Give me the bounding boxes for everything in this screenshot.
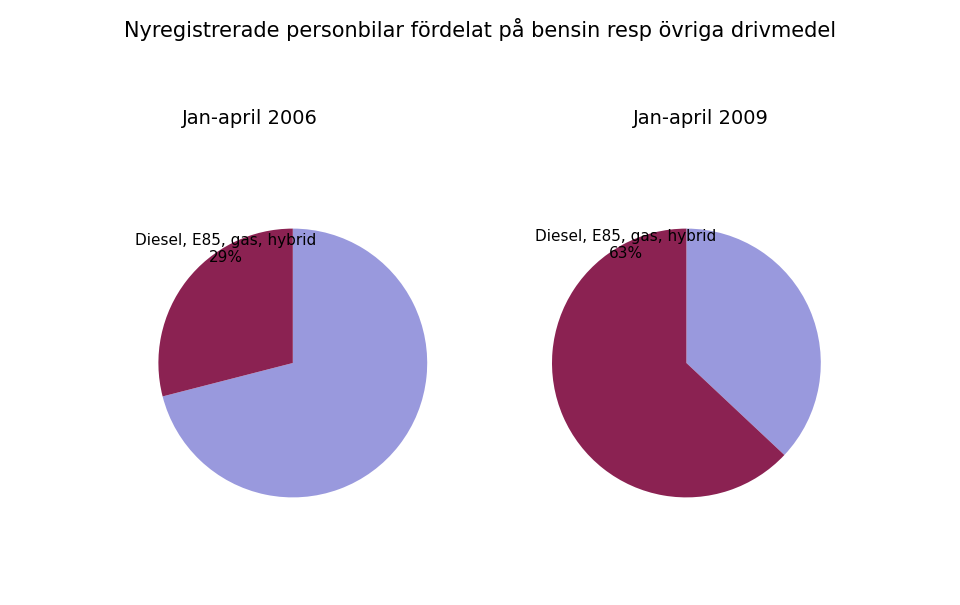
Text: Jan-april 2006: Jan-april 2006 <box>181 109 318 128</box>
Wedge shape <box>686 229 821 455</box>
Wedge shape <box>158 229 293 396</box>
Text: Diesel, E85, gas, hybrid
29%: Diesel, E85, gas, hybrid 29% <box>135 232 316 265</box>
Text: Bensin
71%: Bensin 71% <box>0 604 1 605</box>
Wedge shape <box>552 229 784 497</box>
Text: Jan-april 2009: Jan-april 2009 <box>633 109 769 128</box>
Text: Diesel, E85, gas, hybrid
63%: Diesel, E85, gas, hybrid 63% <box>536 229 716 261</box>
Text: Bensin
37%: Bensin 37% <box>0 604 1 605</box>
Text: Nyregistrerade personbilar fördelat på bensin resp övriga drivmedel: Nyregistrerade personbilar fördelat på b… <box>124 18 836 41</box>
Wedge shape <box>162 229 427 497</box>
